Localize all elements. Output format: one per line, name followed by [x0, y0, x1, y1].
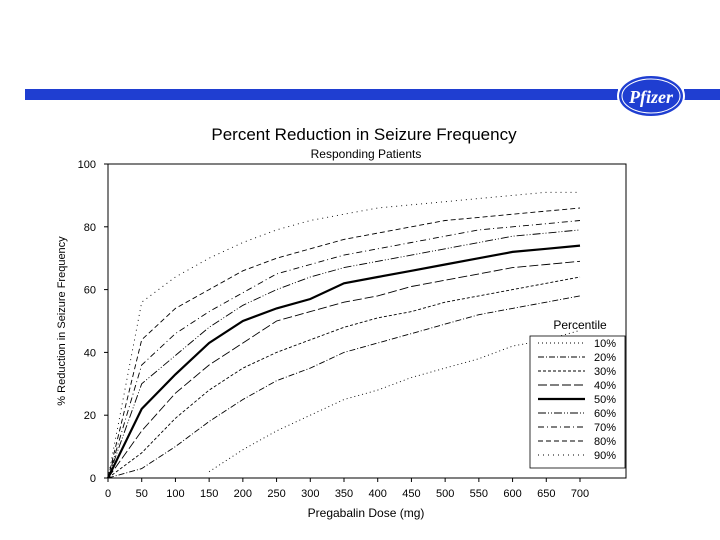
x-axis: 0 50 100 150 200 250 300 350 400 450 500 550 600 650 7… — [105, 478, 589, 500]
legend-label: 80% — [594, 436, 616, 448]
legend-title: Percentile — [553, 318, 607, 332]
series-line-60pct — [107, 229, 581, 479]
legend-label: 70% — [594, 422, 616, 434]
legend-label: 60% — [594, 408, 616, 420]
logo-text: Pfizer — [628, 87, 674, 107]
y-tick-label: 40 — [84, 347, 96, 359]
y-axis: 0 20 40 60 80 100 — [78, 159, 108, 485]
brand-bar-right — [684, 89, 720, 100]
legend-label: 40% — [594, 380, 616, 392]
series-line-50pct — [107, 244, 581, 479]
brand-bar-left — [25, 89, 618, 100]
legend-label: 50% — [594, 394, 616, 406]
chart-title: Percent Reduction in Seizure Frequency — [211, 125, 517, 144]
legend: Percentile 10% 20% 30% 40% 50% 60% 70% 80% 90% — [529, 318, 626, 469]
series-line-40pct — [107, 260, 581, 479]
x-tick-label: 100 — [166, 488, 184, 500]
y-tick-label: 100 — [78, 159, 96, 171]
legend-label: 20% — [594, 352, 616, 364]
x-tick-label: 50 — [136, 488, 148, 500]
legend-label: 90% — [594, 450, 616, 462]
series-line-80pct — [107, 207, 581, 479]
y-tick-label: 80 — [84, 222, 96, 234]
series-line-70pct — [107, 220, 581, 479]
x-tick-label: 250 — [267, 488, 285, 500]
legend-label: 10% — [594, 338, 616, 350]
line-chart: Percent Reduction in Seizure Frequency R… — [56, 125, 627, 520]
x-tick-label: 400 — [369, 488, 387, 500]
x-tick-label: 650 — [537, 488, 555, 500]
x-tick-label: 150 — [200, 488, 218, 500]
pfizer-logo: Pfizer — [617, 74, 685, 118]
x-tick-label: 550 — [470, 488, 488, 500]
y-axis-label: % Reduction in Seizure Frequency — [56, 236, 68, 406]
header-banner: Pfizer — [25, 74, 720, 118]
series-line-10pct — [208, 329, 581, 473]
x-axis-label: Pregabalin Dose (mg) — [308, 506, 425, 520]
x-tick-label: 600 — [503, 488, 521, 500]
series-line-30pct — [107, 276, 581, 479]
y-tick-label: 0 — [90, 473, 96, 485]
y-tick-label: 60 — [84, 285, 96, 297]
x-tick-label: 500 — [436, 488, 454, 500]
x-tick-label: 350 — [335, 488, 353, 500]
legend-label: 30% — [594, 366, 616, 378]
x-tick-label: 300 — [301, 488, 319, 500]
x-tick-label: 200 — [234, 488, 252, 500]
chart-subtitle: Responding Patients — [311, 147, 422, 161]
plot-frame — [107, 163, 627, 479]
x-tick-label: 700 — [571, 488, 589, 500]
y-tick-label: 20 — [84, 410, 96, 422]
legend-box — [529, 335, 626, 469]
series-line-20pct — [107, 295, 581, 479]
x-tick-label: 450 — [402, 488, 420, 500]
x-tick-label: 0 — [105, 488, 111, 500]
series-lines — [107, 191, 581, 479]
series-line-90pct — [107, 191, 580, 479]
